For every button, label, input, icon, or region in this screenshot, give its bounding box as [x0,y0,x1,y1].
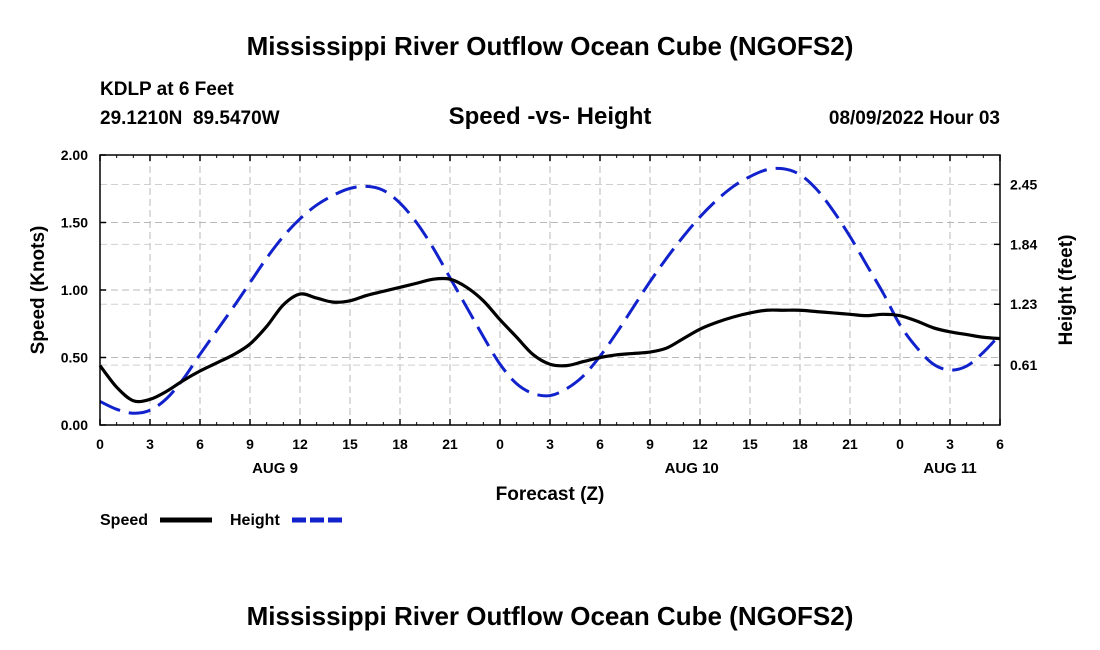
chart-subtitle: Speed -vs- Height [449,103,652,130]
y-axis-label: Speed (Knots) [28,226,49,355]
footer-title: Mississippi River Outflow Ocean Cube (NG… [247,601,854,631]
x-tick-label: 3 [546,436,554,452]
x-tick-label: 6 [196,436,204,452]
date-label: AUG 9 [252,460,298,477]
y2-axis-ticks: 0.61 1.23 1.84 2.45 [994,176,1037,373]
x-tick-label: 12 [692,436,708,452]
x-tick-label: 21 [442,436,458,452]
legend-label-height: Height [230,512,280,529]
y2-tick-label: 2.45 [1010,176,1037,192]
chart-title: Mississippi River Outflow Ocean Cube (NG… [247,31,854,61]
y-tick-label: 1.50 [61,215,88,231]
location-label: 29.1210N 89.5470W [100,108,280,129]
series-line-height [99,166,1002,415]
x-tick-label: 18 [792,436,808,452]
x-tick-label: 3 [146,436,154,452]
y-tick-label: 0.50 [61,350,88,366]
y2-tick-label: 1.23 [1010,296,1037,312]
date-label: AUG 10 [665,460,719,477]
x-tick-label: 21 [842,436,858,452]
x-tick-label: 0 [496,436,504,452]
y2-tick-label: 0.61 [1010,357,1037,373]
y2-tick-label: 1.84 [1010,236,1037,252]
x-tick-label: 9 [246,436,254,452]
x-tick-label: 15 [742,436,758,452]
x-tick-label: 3 [946,436,954,452]
y-tick-label: 1.00 [61,282,88,298]
date-labels: AUG 9 AUG 10 AUG 11 [252,460,977,477]
y-tick-label: 2.00 [61,147,88,163]
legend: Speed Height [100,512,344,529]
timestamp-label: 08/09/2022 Hour 03 [829,108,1000,129]
x-tick-label: 15 [342,436,358,452]
series [98,166,1002,415]
x-tick-label: 0 [896,436,904,452]
x-tick-label: 6 [996,436,1004,452]
x-tick-label: 6 [596,436,604,452]
y-axis-ticks: 0.00 0.50 1.00 1.50 2.00 [61,147,106,433]
x-axis-label: Forecast (Z) [496,484,605,505]
x-tick-label: 12 [292,436,308,452]
x-tick-label: 18 [392,436,408,452]
y-tick-label: 0.00 [61,417,88,433]
x-tick-label: 0 [96,436,104,452]
date-label: AUG 11 [923,460,976,477]
series-line-speed [98,276,1001,404]
legend-label-speed: Speed [100,512,148,529]
grid [100,155,1000,425]
x-tick-label: 9 [646,436,654,452]
y2-axis-label: Height (feet) [1056,235,1077,346]
station-label: KDLP at 6 Feet [100,79,234,100]
x-axis-ticks: 0 3 6 9 12 15 18 21 0 3 6 9 12 15 18 21 0 3 6 [96,155,1004,452]
